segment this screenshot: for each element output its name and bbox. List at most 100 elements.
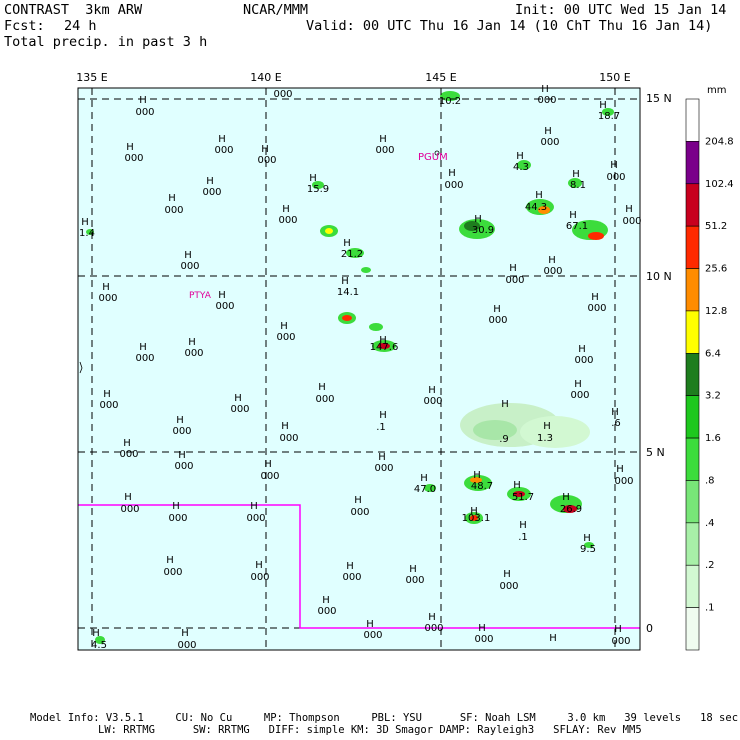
precip-value: 000 [611, 636, 630, 647]
precip-cell [369, 323, 383, 331]
high-marker: H [103, 389, 111, 400]
high-marker: H [184, 250, 192, 261]
precip-cell [346, 248, 364, 258]
precip-value: 000 [163, 567, 182, 578]
high-marker: H [322, 595, 330, 606]
high-marker: H [318, 382, 326, 393]
high-marker: H [541, 84, 549, 95]
precip-value: 18.7 [598, 111, 620, 122]
high-marker: H [264, 459, 272, 470]
colorbar-swatch [685, 437, 700, 481]
precip-value: 000 [230, 404, 249, 415]
high-marker: H [176, 415, 184, 426]
precip-value: 147.6 [370, 342, 399, 353]
high-marker: H [535, 190, 543, 201]
high-marker: H [166, 555, 174, 566]
precip-cell [538, 206, 550, 214]
precip-value: 000 [202, 187, 221, 198]
colorbar-level: .8 [705, 475, 715, 486]
precip-cell [470, 477, 482, 483]
precip-cell [602, 108, 614, 116]
precip-cell [95, 636, 105, 644]
high-marker: H [341, 276, 349, 287]
high-marker: H [549, 633, 557, 644]
precip-value: 44.3 [525, 202, 547, 213]
precip-value: 000 [120, 504, 139, 515]
high-marker: H [428, 612, 436, 623]
precip-value: 000 [99, 400, 118, 411]
high-marker: H [181, 628, 189, 639]
high-marker: H [470, 506, 478, 517]
high-marker: H [513, 480, 521, 491]
high-marker: H [614, 624, 622, 635]
lat-label-5: 5 N [646, 446, 665, 459]
colorbar-level: .4 [705, 518, 715, 529]
high-marker: H [625, 204, 633, 215]
colorbar-level: 12.8 [705, 306, 727, 317]
ocean-background [78, 88, 640, 650]
high-marker: H [126, 142, 134, 153]
precip-value: 000 [374, 463, 393, 474]
high-marker: H [168, 193, 176, 204]
high-marker: H [548, 255, 556, 266]
precip-value: 000 [278, 215, 297, 226]
model-info-line2: LW: RRTMG SW: RRTMG DIFF: simple KM: 3D … [98, 724, 642, 736]
high-marker: H [578, 344, 586, 355]
colorbar-swatch [685, 395, 700, 439]
precip-value: 000 [363, 630, 382, 641]
precip-value: 000 [250, 572, 269, 583]
colorbar-swatch [685, 268, 700, 312]
precip-value: 000 [246, 513, 265, 524]
high-marker: H [81, 217, 89, 228]
high-marker: H [610, 160, 618, 171]
island-outline [79, 361, 83, 374]
lon-label-145: 145 E [425, 71, 456, 84]
high-marker: H [124, 492, 132, 503]
precip-value: 000 [488, 315, 507, 326]
high-marker: H [188, 337, 196, 348]
high-marker: H [516, 151, 524, 162]
precip-value: 9.5 [580, 544, 596, 555]
high-marker: H [218, 290, 226, 301]
precip-cell [424, 484, 436, 492]
precip-value: 000 [543, 266, 562, 277]
precip-value: .9 [499, 434, 509, 445]
precip-value: 000 [315, 394, 334, 405]
precip-value: 000 [405, 575, 424, 586]
precip-value: 000 [375, 145, 394, 156]
precip-value: 21.2 [341, 249, 363, 260]
precip-value: 000 [260, 471, 279, 482]
precip-value: 000 [622, 216, 641, 227]
high-marker: H [569, 210, 577, 221]
precip-value: 8.1 [570, 180, 586, 191]
precip-value: 000 [505, 275, 524, 286]
precip-cell [342, 315, 352, 321]
precip-value: 000 [499, 581, 518, 592]
high-marker: H [519, 520, 527, 531]
precip-value: 000 [98, 293, 117, 304]
organization: NCAR/MMM [243, 2, 309, 18]
high-marker: H [503, 569, 511, 580]
high-marker: H [123, 438, 131, 449]
lat-label-15: 15 N [646, 92, 672, 105]
valid-time: Valid: 00 UTC Thu 16 Jan 14 (10 ChT Thu … [306, 18, 713, 34]
precip-value: 000 [574, 355, 593, 366]
high-marker: H [611, 407, 619, 418]
high-marker: H [280, 321, 288, 332]
high-marker: H [379, 335, 387, 346]
precip-value: 30.9 [472, 225, 494, 236]
precip-value: 000 [124, 153, 143, 164]
precip-value: 000 [444, 180, 463, 191]
precip-value: 000 [606, 172, 625, 183]
high-marker: H [234, 393, 242, 404]
lon-label-140: 140 E [250, 71, 281, 84]
high-marker: H [409, 564, 417, 575]
precip-value: 000 [279, 433, 298, 444]
precip-value: .1 [518, 532, 528, 543]
colorbar-level: 102.4 [705, 179, 734, 190]
high-marker: H [354, 495, 362, 506]
precip-value: 10.2 [439, 96, 461, 107]
colorbar-unit: mm [707, 85, 726, 96]
precip-value: 000 [424, 623, 443, 634]
